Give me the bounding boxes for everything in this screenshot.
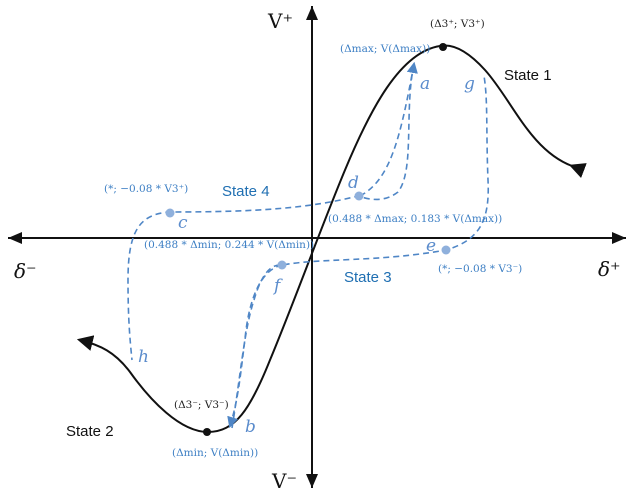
- backbone-curve: [76, 44, 587, 434]
- loop-a-to-d-to-c: [127, 63, 415, 361]
- state-2-label: State 2: [66, 423, 114, 440]
- point-d-marker: [354, 191, 364, 201]
- f-coordinate-annotation: (0.488 * Δmin; 0.244 * V(Δmin)): [144, 239, 314, 251]
- point-h-label: h: [138, 347, 149, 367]
- point-e-label: e: [426, 236, 436, 256]
- peak-positive-point: [439, 43, 447, 51]
- peak-negative-annotation: (Δ3⁻; V3⁻): [174, 399, 229, 411]
- x-axis-left-label: δ⁻: [14, 259, 37, 283]
- state-3-label: State 3: [344, 269, 392, 286]
- point-c-label: c: [178, 213, 188, 233]
- x-axis-right-label: δ⁺: [598, 257, 621, 281]
- max-annotation: (Δmax; V(Δmax)): [340, 43, 430, 55]
- y-axis-top-label: V⁺: [267, 9, 293, 33]
- peak-positive-annotation: (Δ3⁺; V3⁺): [430, 18, 485, 30]
- y-axis-arrow-bottom: [306, 474, 318, 488]
- peak-negative-point: [203, 428, 211, 436]
- point-d-label: d: [348, 173, 359, 193]
- y-axis-bottom-label: V⁻: [271, 469, 297, 493]
- point-f-marker: [277, 260, 287, 270]
- point-b-label: b: [245, 417, 256, 437]
- point-c-marker: [165, 208, 175, 218]
- c-coordinate-annotation: (*; −0.08 * V3⁺): [104, 183, 188, 195]
- loop-up-to-a: [359, 61, 418, 197]
- point-a-label: a: [420, 74, 430, 94]
- d-coordinate-annotation: (0.488 * Δmax; 0.183 * V(Δmax)): [328, 213, 502, 225]
- y-axis-arrow-top: [306, 6, 318, 20]
- state-1-label: State 1: [504, 67, 552, 84]
- e-coordinate-annotation: (*; −0.08 * V3⁻): [438, 263, 522, 275]
- min-annotation: (Δmin; V(Δmin)): [172, 447, 258, 459]
- point-f-label: f: [272, 276, 283, 296]
- point-g-label: g: [464, 74, 475, 94]
- x-axis-arrow-left: [8, 232, 22, 244]
- state-4-label: State 4: [222, 183, 270, 200]
- x-axis-arrow-right: [612, 232, 626, 244]
- point-e-marker: [441, 245, 451, 255]
- loop-b-to-f-to-e-to-g: [231, 75, 490, 429]
